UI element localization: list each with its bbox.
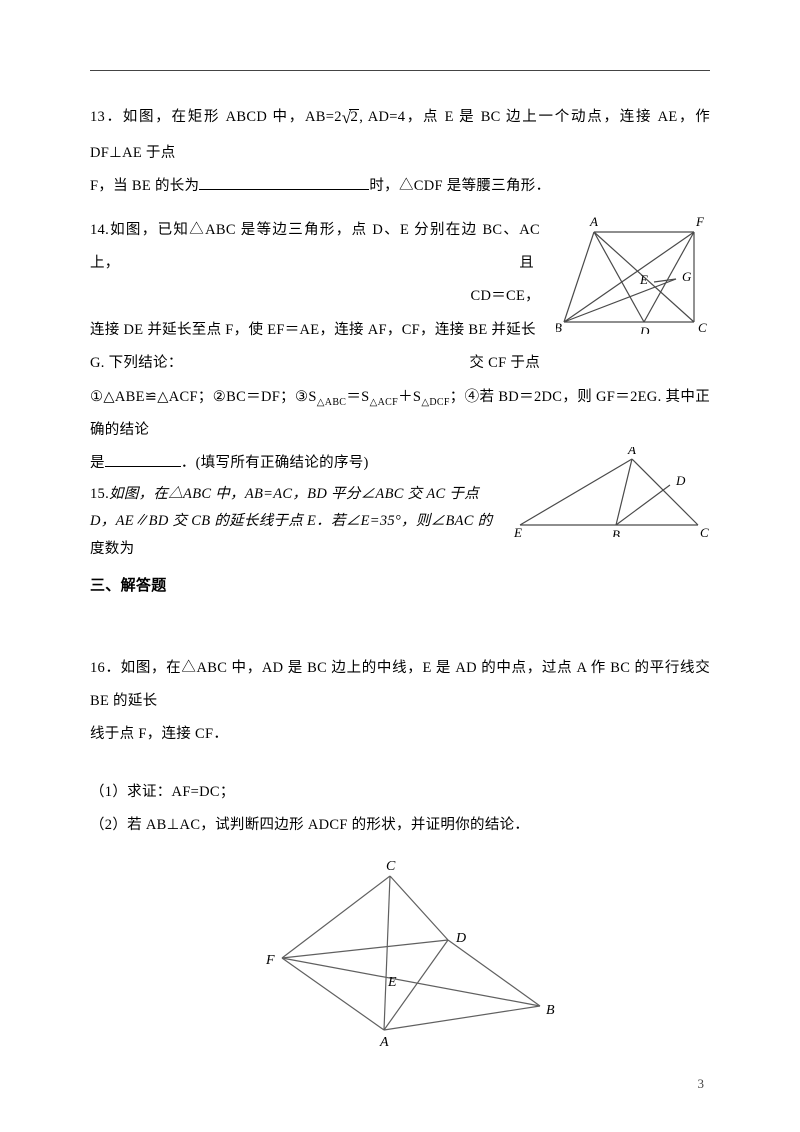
q14-num: 14. [90, 222, 109, 238]
page-number: 3 [698, 1076, 705, 1092]
q13-line1: 13．如图，在矩形 ABCD 中，AB=22, AD=4，点 E 是 BC 边上… [90, 98, 710, 170]
svg-text:F: F [695, 214, 705, 229]
page: 13．如图，在矩形 ABCD 中，AB=22, AD=4，点 E 是 BC 边上… [0, 0, 800, 1132]
q13-pre1: 如图，在矩形 ABCD 中，AB=2 [123, 109, 342, 125]
q15-num: 15. [90, 486, 109, 502]
sqrt-icon: 2 [342, 98, 359, 137]
svg-text:E: E [387, 975, 397, 990]
q14-plus: ＋S [398, 389, 421, 405]
q14-figure: A F B D C E G [556, 214, 716, 334]
q16-part2: （2）若 AB⊥AC，试判断四边形 ADCF 的形状，并证明你的结论． [90, 809, 710, 842]
svg-text:A: A [379, 1035, 389, 1050]
svg-text:A: A [627, 447, 636, 457]
svg-text:B: B [556, 320, 562, 334]
q13-num: 13． [90, 109, 123, 125]
q13-radicand: 2 [349, 109, 359, 124]
q14-eq1: ＝S [346, 389, 369, 405]
blank-field[interactable] [199, 176, 369, 191]
sub-abc: △ABC [317, 396, 347, 407]
q16-line1: 16．如图，在△ABC 中，AD 是 BC 边上的中线，E 是 AD 的中点，过… [90, 652, 710, 719]
svg-text:C: C [386, 860, 396, 874]
q15-with-fig: A E B C D 是 ．(填写所有正确结论的序号) 15.如图，在△ABC 中，AB=A… [90, 447, 710, 563]
section-3-heading: 三、解答题 [90, 569, 710, 604]
q16-num: 16． [90, 660, 121, 676]
svg-text:C: C [698, 320, 707, 334]
svg-text:G: G [682, 269, 692, 284]
q16-line2: 线于点 F，连接 CF． [90, 718, 710, 751]
sub-acf: △ACF [370, 396, 398, 407]
svg-text:A: A [589, 214, 598, 229]
svg-text:D: D [639, 324, 650, 334]
q13-line2-pre: F，当 BE 的长为 [90, 178, 199, 194]
q14-line1a: 如图，已知△ABC 是等边三角形，点 D、E 分别在边 BC、AC 上， [90, 222, 540, 271]
q15-line1t: 如图，在△ABC 中，AB=AC，BD 平分∠ABC 交 AC 于点 [109, 486, 479, 502]
q15-line3: 度数为 [90, 536, 710, 564]
q15-figure: A E B C D [512, 447, 712, 537]
q16-line1t: 如图，在△ABC 中，AD 是 BC 边上的中线，E 是 AD 的中点，过点 A… [90, 660, 710, 709]
q14-cdce-text: CD＝CE， [471, 280, 540, 313]
q14-line3: G. 下列结论： [90, 347, 710, 380]
q14-line4-pre: ①△ABE≌△ACF；②BC＝DF；③S [90, 389, 317, 405]
q16-figure: C F A B D E [90, 860, 710, 1050]
q13-line2: F，当 BE 的长为 时，△CDF 是等腰三角形． [90, 170, 710, 203]
svg-text:E: E [513, 525, 522, 537]
svg-text:B: B [546, 1003, 555, 1018]
svg-text:D: D [455, 931, 466, 946]
q14-line2b: 交 CF 于点 [469, 347, 540, 380]
q16-part1: （1）求证：AF=DC； [90, 776, 710, 809]
svg-text:E: E [639, 272, 648, 287]
sub-dcf: △DCF [421, 396, 449, 407]
svg-text:D: D [675, 473, 686, 488]
content: 13．如图，在矩形 ABCD 中，AB=22, AD=4，点 E 是 BC 边上… [90, 70, 710, 1050]
q14-line4: ①△ABE≌△ACF；②BC＝DF；③S△ABC＝S△ACF＋S△DCF；④若 … [90, 381, 710, 448]
svg-text:F: F [265, 953, 275, 968]
q14-line5-pre: 是 [90, 455, 105, 471]
q13-line2-post: 时，△CDF 是等腰三角形． [369, 178, 550, 194]
q14-line5-post: ．(填写所有正确结论的序号) [181, 455, 369, 471]
blank-field[interactable] [105, 452, 181, 467]
q14-block: A F B D C E G 14.如图，已知△ABC 是等边三角形，点 D、E 分别在边 B… [90, 214, 710, 563]
svg-text:B: B [612, 527, 620, 537]
q14-line2a: 连接 DE 并延长至点 F，使 EF＝AE，连接 AF，CF，连接 BE 并延长 [90, 322, 536, 338]
svg-text:C: C [700, 525, 709, 537]
q14-line1b: 且 [519, 247, 540, 280]
